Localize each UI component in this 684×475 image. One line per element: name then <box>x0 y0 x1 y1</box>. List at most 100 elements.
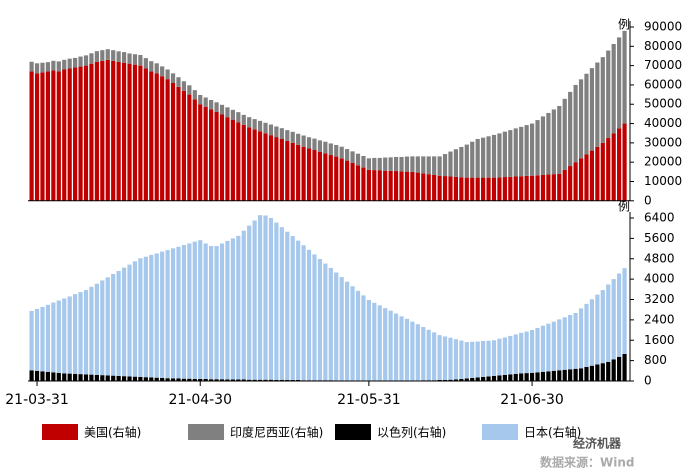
bar <box>160 66 165 77</box>
bar <box>274 137 279 201</box>
bar <box>622 268 627 355</box>
bar <box>203 97 208 107</box>
bar <box>540 116 546 175</box>
bar <box>149 254 154 378</box>
bar <box>29 370 34 381</box>
bar <box>388 157 393 171</box>
bar <box>453 379 459 381</box>
bar <box>67 373 72 381</box>
bar <box>453 149 459 177</box>
bar <box>285 140 290 201</box>
bar <box>51 302 56 373</box>
bar <box>578 79 584 159</box>
bar <box>328 143 333 156</box>
bar <box>236 122 241 201</box>
bar <box>263 215 268 380</box>
bar <box>89 286 94 375</box>
bar <box>508 176 513 201</box>
bar <box>432 156 437 175</box>
bar <box>361 155 366 168</box>
bar <box>236 379 241 381</box>
bar <box>529 330 535 373</box>
bar <box>366 158 371 170</box>
bar <box>56 300 61 373</box>
bar <box>268 218 274 380</box>
bar <box>290 142 295 201</box>
bar <box>83 374 89 381</box>
bar <box>181 90 187 201</box>
bar <box>448 176 453 201</box>
bar <box>154 253 159 378</box>
bar <box>45 304 51 372</box>
bar <box>464 144 469 178</box>
bar <box>203 243 208 379</box>
bar <box>393 313 399 381</box>
bar <box>606 50 611 139</box>
bar <box>127 264 132 377</box>
bar <box>475 139 480 178</box>
bar <box>209 246 214 380</box>
bar <box>306 249 312 381</box>
bar <box>40 306 45 372</box>
bar <box>437 175 442 201</box>
bar <box>268 135 274 201</box>
bar <box>78 66 83 201</box>
bar <box>192 241 197 379</box>
bar <box>502 131 507 178</box>
x-tick-label: 21-04-30 <box>168 392 232 408</box>
bar <box>181 81 187 91</box>
bar <box>268 124 274 136</box>
bar <box>73 294 78 374</box>
bar <box>584 154 589 201</box>
bar <box>491 134 497 178</box>
bar <box>279 128 284 140</box>
y-tick-label: 60000 <box>644 77 682 91</box>
bar <box>366 300 371 381</box>
bar <box>34 73 40 201</box>
bar <box>578 158 584 201</box>
bar <box>426 329 431 381</box>
bar <box>219 243 225 380</box>
bar <box>475 341 480 378</box>
bar <box>557 319 562 371</box>
bar <box>513 176 518 201</box>
bar <box>388 170 393 201</box>
bar <box>437 335 442 380</box>
bar <box>393 171 399 201</box>
bar <box>410 156 415 172</box>
bar <box>56 71 61 201</box>
bar <box>355 165 361 201</box>
bar <box>263 133 268 201</box>
x-tick-label: 21-05-31 <box>337 392 401 408</box>
bar <box>160 251 165 378</box>
bar <box>513 373 518 381</box>
bar <box>529 123 535 176</box>
bar <box>611 43 616 134</box>
y-tick-label: 0 <box>644 193 652 207</box>
bar <box>470 177 475 201</box>
bar <box>29 71 34 201</box>
bar <box>187 85 192 95</box>
bar <box>448 151 453 177</box>
bar <box>421 327 426 381</box>
bar <box>617 37 622 129</box>
bar <box>225 107 230 118</box>
bar <box>410 171 415 201</box>
bar <box>116 51 121 62</box>
bar <box>165 250 170 379</box>
bar <box>415 324 420 381</box>
bar <box>519 373 524 381</box>
bar <box>230 109 235 120</box>
bar <box>595 62 600 147</box>
bar <box>100 280 105 376</box>
bar <box>546 174 551 201</box>
bar <box>481 341 486 377</box>
bar <box>372 302 377 381</box>
bar <box>214 102 219 112</box>
bar <box>192 99 197 201</box>
bar <box>219 379 225 381</box>
bar <box>285 231 290 380</box>
bar <box>176 77 181 87</box>
bar <box>279 379 284 381</box>
bar <box>181 378 187 381</box>
